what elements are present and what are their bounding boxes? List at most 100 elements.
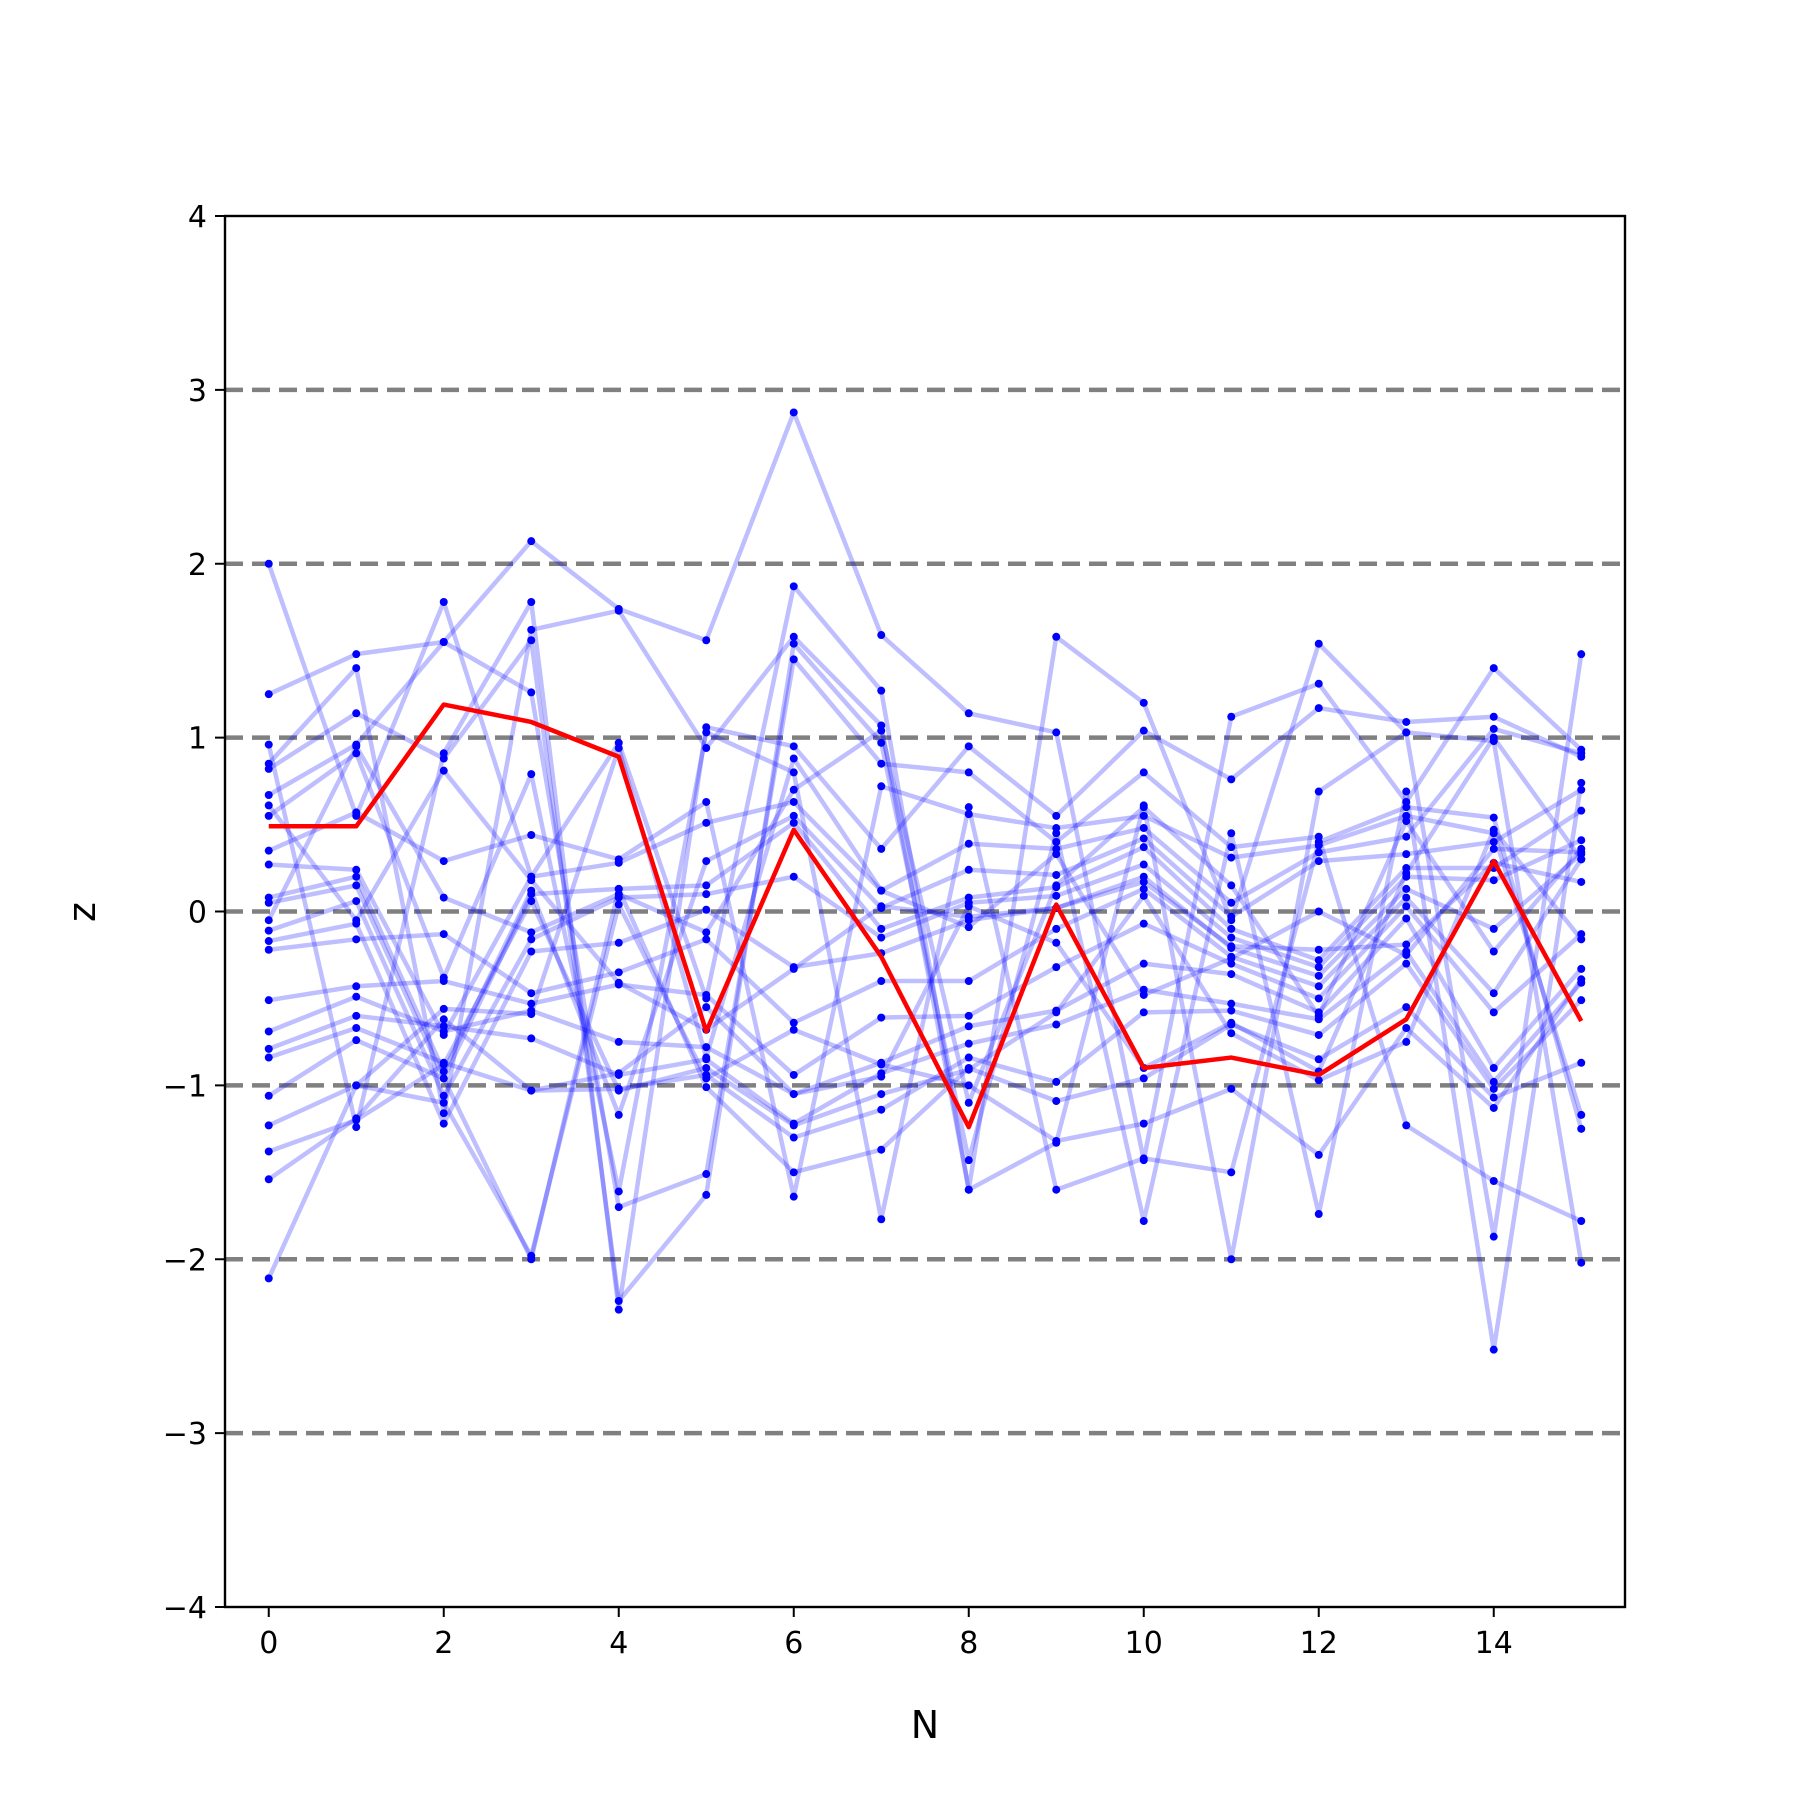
- series-point: [439, 637, 448, 646]
- series-point: [614, 858, 623, 867]
- series-point: [964, 1011, 973, 1020]
- reference-lines: [225, 387, 1625, 1436]
- series-point: [877, 726, 886, 735]
- series-point: [789, 818, 798, 827]
- series-point: [264, 846, 273, 855]
- series-line: [266, 599, 1583, 1312]
- series-point: [264, 860, 273, 869]
- series-point: [702, 1003, 711, 1012]
- series-point: [964, 768, 973, 777]
- x-tick-label: 10: [1125, 1626, 1163, 1661]
- x-tick-label: 12: [1300, 1626, 1338, 1661]
- series-point: [527, 935, 536, 944]
- series-point: [352, 742, 361, 751]
- series-point: [877, 1072, 886, 1081]
- series-point: [439, 857, 448, 866]
- x-tick-label: 4: [609, 1626, 628, 1661]
- series-point: [964, 1185, 973, 1194]
- series-line: [266, 728, 1583, 1106]
- series-point: [439, 977, 448, 986]
- series-point: [789, 632, 798, 641]
- series-point: [1227, 912, 1236, 921]
- series-point: [264, 937, 273, 946]
- series-point: [439, 1109, 448, 1118]
- series-point: [702, 818, 711, 827]
- series-point: [1227, 1084, 1236, 1093]
- series-point: [1314, 1011, 1323, 1020]
- x-axis-label: N: [911, 1703, 939, 1747]
- series-point: [1139, 990, 1148, 999]
- series-line: [267, 735, 1584, 1182]
- series-point: [527, 1010, 536, 1019]
- series-point: [1489, 1345, 1498, 1354]
- y-tick-label: 0: [188, 896, 207, 931]
- series-point: [1577, 1110, 1586, 1119]
- series-point: [352, 1081, 361, 1090]
- series-point: [789, 639, 798, 648]
- series-point: [877, 1145, 886, 1154]
- series-point: [1227, 942, 1236, 951]
- series-point: [789, 964, 798, 973]
- series-point: [1227, 1018, 1236, 1027]
- series-point: [702, 636, 711, 645]
- series-point: [439, 893, 448, 902]
- series-point: [1139, 824, 1148, 833]
- series-point: [614, 1110, 623, 1119]
- x-tick-label: 8: [959, 1626, 978, 1661]
- series-line: [268, 726, 1582, 1038]
- series-point: [439, 598, 448, 607]
- series-line: [267, 886, 1583, 1262]
- series-point: [1314, 848, 1323, 857]
- series-point: [702, 935, 711, 944]
- highlight-line: [268, 702, 1584, 1130]
- series-point: [352, 1036, 361, 1045]
- series-point: [877, 759, 886, 768]
- series-point: [527, 625, 536, 634]
- series-point: [1314, 956, 1323, 965]
- series-point: [1402, 869, 1411, 878]
- series-point: [1402, 902, 1411, 911]
- series-line: [268, 808, 1583, 1081]
- y-axis-label: z: [60, 902, 104, 922]
- series-point: [352, 1114, 361, 1123]
- y-tick-label: 1: [188, 722, 207, 757]
- series-point: [1577, 855, 1586, 864]
- y-tick-label: 3: [188, 374, 207, 409]
- series-line: [267, 730, 1584, 1222]
- series-point: [877, 1060, 886, 1069]
- series-point: [1052, 891, 1061, 900]
- series-point: [264, 811, 273, 820]
- series-point: [789, 1018, 798, 1027]
- series-point: [1489, 837, 1498, 846]
- series-point: [877, 1215, 886, 1224]
- series-point: [789, 1090, 798, 1099]
- series-point: [1227, 712, 1236, 721]
- series-point: [877, 902, 886, 911]
- series-point: [1052, 837, 1061, 846]
- series-point: [1402, 884, 1411, 893]
- series-point: [1402, 787, 1411, 796]
- sample-series-lines: [266, 410, 1584, 1352]
- series-point: [1139, 1008, 1148, 1017]
- series-point: [1052, 824, 1061, 833]
- x-axis-ticks: 0 2 4 6 8 10 12 14: [259, 1607, 1513, 1661]
- series-point: [264, 926, 273, 935]
- series-point: [264, 1274, 273, 1283]
- series-point: [439, 1015, 448, 1024]
- series-point: [614, 900, 623, 909]
- series-point: [264, 996, 273, 1005]
- series-point: [1139, 1216, 1148, 1225]
- series-point: [964, 923, 973, 932]
- series-point: [702, 744, 711, 753]
- series-point: [1489, 989, 1498, 998]
- series-point: [789, 872, 798, 881]
- series-point: [1577, 650, 1586, 659]
- x-tick-label: 6: [784, 1626, 803, 1661]
- series-line: [267, 949, 1583, 1126]
- series-point: [964, 839, 973, 848]
- series-line: [268, 904, 1583, 1078]
- series-point: [439, 1022, 448, 1031]
- series-point: [789, 754, 798, 763]
- series-point: [1402, 1121, 1411, 1130]
- series-point: [877, 1090, 886, 1099]
